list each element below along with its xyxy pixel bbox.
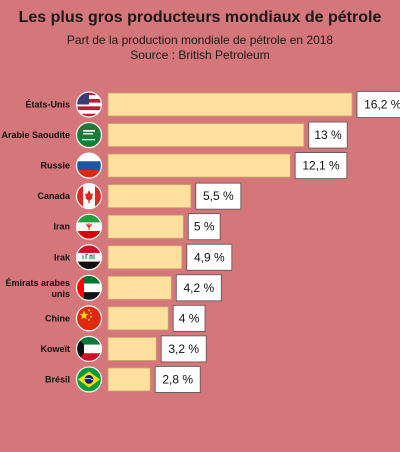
value-label: 12,1 % bbox=[302, 159, 340, 173]
bar-row: Émirats arabes unis 4,2 % bbox=[5, 274, 222, 302]
bar bbox=[107, 123, 305, 147]
value-label-box bbox=[154, 366, 201, 393]
flag-kuwait-icon bbox=[75, 335, 103, 362]
country-label: Arabie Saoudite bbox=[1, 130, 70, 140]
bar-row: États-Unis 16,2 % bbox=[25, 91, 400, 118]
country-label: Iran bbox=[53, 222, 70, 232]
value-label-box bbox=[308, 121, 348, 149]
bar-row: Canada 5,5 % bbox=[37, 182, 242, 210]
value-label: 2,8 % bbox=[162, 372, 193, 386]
bar bbox=[107, 367, 151, 392]
bar-row: Irak 4,9 % bbox=[54, 243, 233, 271]
bar bbox=[107, 336, 157, 361]
chart-subtitle: Part de la production mondiale de pétrol… bbox=[0, 33, 400, 63]
value-label: 4,2 % bbox=[183, 281, 214, 295]
flag-brazil-icon bbox=[75, 366, 103, 393]
source-text: Source : British Petroleum bbox=[130, 48, 270, 62]
country-label: Koweït bbox=[40, 344, 70, 354]
country-label: Canada bbox=[37, 191, 71, 201]
value-label: 4,9 % bbox=[194, 250, 225, 264]
bar-row: Arabie Saoudite 13 % bbox=[1, 121, 348, 149]
value-label: 5,5 % bbox=[203, 189, 234, 203]
flag-russia-icon bbox=[75, 152, 103, 179]
bar bbox=[107, 214, 184, 239]
bar-row: Russie 12,1 % bbox=[40, 152, 348, 180]
country-label: Émirats arabes unis bbox=[5, 278, 70, 299]
value-label: 4 % bbox=[179, 311, 200, 325]
value-label-box bbox=[172, 304, 206, 332]
country-label: États-Unis bbox=[25, 100, 70, 110]
bar bbox=[107, 184, 192, 209]
bar bbox=[107, 306, 169, 331]
flag-canada-icon bbox=[75, 183, 103, 210]
flag-uae-icon bbox=[75, 274, 103, 301]
bar-row: Koweït 3,2 % bbox=[40, 335, 207, 363]
value-label: 13 % bbox=[314, 128, 342, 142]
value-label: 16,2 % bbox=[364, 98, 400, 112]
bar bbox=[107, 275, 172, 300]
flag-saudi-arabia-icon bbox=[75, 121, 103, 149]
value-label-box bbox=[160, 335, 207, 363]
flag-iran-icon bbox=[75, 213, 103, 240]
bar-row: Brésil 2,8 % bbox=[45, 366, 201, 393]
country-label: Irak bbox=[54, 252, 71, 262]
country-label: Brésil bbox=[45, 374, 70, 384]
value-label: 3,2 % bbox=[168, 342, 199, 356]
value-label-box bbox=[186, 243, 233, 271]
bar bbox=[107, 153, 291, 178]
bar bbox=[107, 245, 183, 270]
bar-row: Iran 5 % bbox=[53, 213, 221, 241]
value-label: 5 % bbox=[194, 220, 215, 234]
value-label-box bbox=[195, 182, 242, 210]
flag-iraq-icon bbox=[75, 244, 103, 271]
value-label-box bbox=[175, 274, 222, 302]
bar-row: Chine 4 % bbox=[45, 304, 206, 332]
chart-title: Les plus gros producteurs mondiaux de pé… bbox=[18, 9, 382, 26]
subtitle-text: Part de la production mondiale de pétrol… bbox=[66, 33, 334, 47]
flag-usa-icon bbox=[75, 91, 103, 118]
flag-china-icon bbox=[75, 305, 103, 332]
country-label: Chine bbox=[45, 313, 70, 323]
bar bbox=[107, 92, 353, 117]
value-label-box bbox=[187, 213, 221, 241]
value-label-box bbox=[356, 91, 400, 118]
value-label-box bbox=[294, 152, 348, 180]
country-label: Russie bbox=[40, 161, 70, 171]
